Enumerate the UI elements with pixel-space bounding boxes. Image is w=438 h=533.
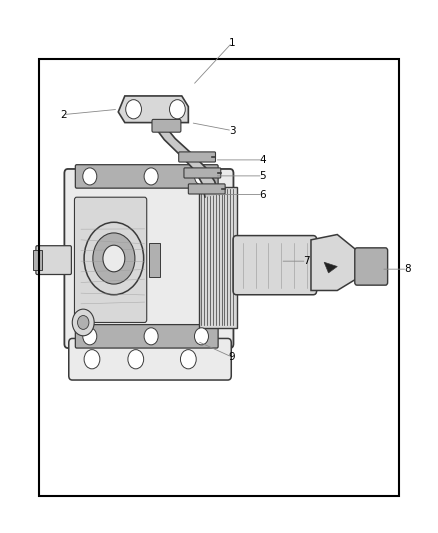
FancyBboxPatch shape [179, 152, 215, 162]
Polygon shape [311, 235, 359, 290]
Circle shape [194, 168, 208, 185]
FancyBboxPatch shape [75, 165, 218, 188]
Circle shape [194, 328, 208, 345]
Text: 4: 4 [259, 155, 266, 165]
FancyBboxPatch shape [69, 338, 231, 380]
FancyBboxPatch shape [233, 236, 317, 295]
Text: 1: 1 [229, 38, 236, 47]
FancyBboxPatch shape [36, 246, 71, 274]
FancyBboxPatch shape [64, 169, 233, 348]
Circle shape [103, 245, 125, 272]
FancyBboxPatch shape [75, 325, 218, 348]
Circle shape [83, 168, 97, 185]
Text: 2: 2 [60, 110, 67, 119]
FancyBboxPatch shape [33, 250, 42, 270]
Circle shape [83, 328, 97, 345]
FancyBboxPatch shape [74, 197, 147, 322]
Circle shape [126, 100, 141, 119]
Text: 3: 3 [229, 126, 236, 135]
Polygon shape [155, 128, 219, 197]
Polygon shape [118, 96, 188, 123]
FancyBboxPatch shape [149, 243, 160, 277]
Bar [39, 59, 399, 496]
FancyBboxPatch shape [355, 248, 388, 285]
Circle shape [170, 100, 185, 119]
Polygon shape [324, 262, 337, 273]
Circle shape [72, 309, 94, 336]
Circle shape [84, 350, 100, 369]
Circle shape [144, 328, 158, 345]
Circle shape [78, 316, 89, 329]
Text: 5: 5 [259, 171, 266, 181]
Text: 8: 8 [404, 264, 411, 274]
Circle shape [180, 350, 196, 369]
FancyBboxPatch shape [188, 184, 225, 194]
FancyBboxPatch shape [184, 168, 221, 178]
Circle shape [128, 350, 144, 369]
Circle shape [93, 233, 135, 284]
FancyBboxPatch shape [152, 119, 181, 132]
Text: 9: 9 [229, 352, 236, 362]
FancyBboxPatch shape [199, 187, 237, 328]
Text: 7: 7 [303, 256, 310, 266]
Text: 6: 6 [259, 190, 266, 199]
Circle shape [84, 222, 144, 295]
Circle shape [144, 168, 158, 185]
